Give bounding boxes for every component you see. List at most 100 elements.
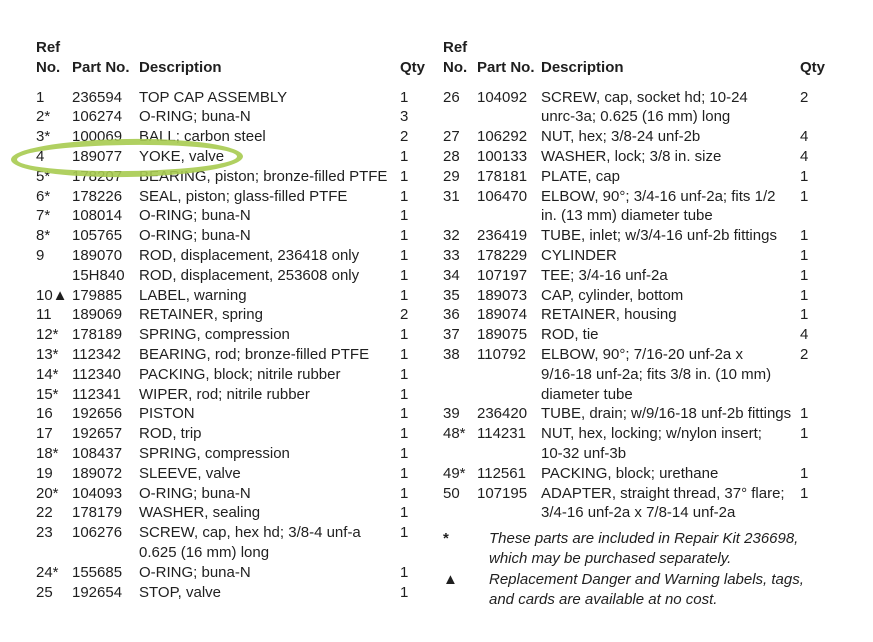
header-qty: Qty bbox=[400, 58, 426, 76]
ref-no-cell: 3* bbox=[36, 128, 51, 146]
table-row: 15H840 ROD, displacement, 253608 only 1 bbox=[36, 266, 428, 286]
footnote-text: These parts are included in Repair Kit 2… bbox=[489, 530, 799, 568]
description-cell: ROD, displacement, 253608 only bbox=[139, 266, 360, 284]
ref-no-cell: 39 bbox=[443, 405, 460, 423]
ref-no-cell: 18* bbox=[36, 444, 59, 462]
ref-no-cell: 17 bbox=[36, 425, 53, 443]
table-row: 14* 112340 PACKING, block; nitrile rubbe… bbox=[36, 365, 428, 385]
qty-cell: 2 bbox=[400, 306, 409, 324]
ref-no-cell: 7* bbox=[36, 207, 51, 225]
description-cell: RETAINER, housing bbox=[541, 306, 677, 324]
qty-cell: 1 bbox=[400, 425, 409, 443]
table-row: 29 178181 PLATE, cap 1 bbox=[443, 167, 828, 187]
ref-no-cell bbox=[36, 266, 72, 286]
description-cell: RETAINER, spring bbox=[139, 306, 263, 324]
part-no-cell: 192656 bbox=[72, 405, 123, 423]
ref-no-cell: 4 bbox=[36, 147, 45, 165]
ref-no-cell: 14* bbox=[36, 365, 59, 383]
ref-no-cell: 50 bbox=[443, 484, 460, 502]
part-no-cell: 178226 bbox=[72, 187, 123, 205]
header-qty: Qty bbox=[800, 58, 826, 76]
part-no-cell: 106470 bbox=[477, 187, 528, 205]
ref-no-cell: 8* bbox=[36, 227, 51, 245]
qty-cell: 1 bbox=[400, 207, 409, 225]
part-no-cell: 178229 bbox=[477, 246, 528, 264]
qty-cell: 1 bbox=[400, 227, 409, 245]
part-no-cell: 178189 bbox=[72, 326, 123, 344]
ref-no-cell: 33 bbox=[443, 246, 460, 264]
footnote-marker-icon: * bbox=[443, 530, 449, 548]
qty-cell: 1 bbox=[800, 405, 809, 423]
description-cell: TUBE, drain; w/9/16-18 unf-2b fittings bbox=[541, 405, 792, 423]
ref-no-cell: 28 bbox=[443, 147, 460, 165]
part-no-cell: 15H840 bbox=[72, 266, 125, 284]
qty-cell: 3 bbox=[400, 108, 409, 126]
description-cell: WIPER, rod; nitrile rubber bbox=[139, 385, 310, 403]
description-cell: SPRING, compression bbox=[139, 444, 290, 462]
description-cell: WASHER, sealing bbox=[139, 504, 261, 522]
part-no-cell: 114231 bbox=[477, 425, 526, 443]
part-no-cell: 106292 bbox=[477, 128, 528, 146]
table-row: 7* 108014 O-RING; buna-N 1 bbox=[36, 206, 428, 226]
qty-cell: 2 bbox=[400, 128, 409, 146]
table-row: 3* 100069 BALL; carbon steel 2 bbox=[36, 127, 428, 147]
part-no-cell: 189077 bbox=[72, 147, 123, 165]
table-row: 9 189070 ROD, displacement, 236418 only … bbox=[36, 246, 428, 266]
description-cell: O-RING; buna-N bbox=[139, 108, 251, 126]
description-cell: SEAL, piston; glass-filled PTFE bbox=[139, 187, 348, 205]
footnote-text: Replacement Danger and Warning labels, t… bbox=[489, 570, 804, 609]
ref-no-cell: 19 bbox=[36, 464, 53, 482]
qty-cell: 1 bbox=[800, 464, 809, 482]
table-row: 6* 178226 SEAL, piston; glass-filled PTF… bbox=[36, 187, 428, 207]
qty-cell: 4 bbox=[800, 128, 809, 146]
table-row: 34 107197 TEE; 3/4-16 unf-2a 1 bbox=[443, 266, 828, 286]
part-no-cell: 178179 bbox=[72, 504, 123, 522]
ref-no-cell: 27 bbox=[443, 128, 460, 146]
qty-cell: 1 bbox=[400, 504, 409, 522]
ref-no-cell: 34 bbox=[443, 266, 460, 284]
description-cell: SPRING, compression bbox=[139, 326, 290, 344]
description-cell: PACKING, block; nitrile rubber bbox=[139, 365, 341, 383]
ref-no-cell: 49* bbox=[443, 464, 466, 482]
ref-no-cell: 26 bbox=[443, 88, 460, 106]
part-no-cell: 189070 bbox=[72, 246, 123, 264]
qty-cell: 2 bbox=[800, 345, 809, 363]
table-row: 37 189075 ROD, tie 4 bbox=[443, 325, 828, 345]
header-ref-line1: Ref bbox=[36, 39, 61, 56]
qty-cell: 1 bbox=[400, 405, 409, 423]
ref-no-cell: 10▲ bbox=[36, 286, 68, 304]
ref-no-cell: 6* bbox=[36, 187, 51, 205]
part-no-cell: 192654 bbox=[72, 583, 123, 601]
table-row: 10▲ 179885 LABEL, warning 1 bbox=[36, 286, 428, 306]
description-cell: BALL; carbon steel bbox=[139, 128, 266, 146]
qty-cell: 1 bbox=[400, 464, 409, 482]
table-row: 38 110792 ELBOW, 90°; 7/16-20 unf-2a x 9… bbox=[443, 345, 828, 404]
description-cell: STOP, valve bbox=[139, 583, 221, 601]
table-row: 22 178179 WASHER, sealing 1 bbox=[36, 503, 428, 523]
description-cell: SCREW, cap, socket hd; 10-24 unrc-3a; 0.… bbox=[541, 88, 748, 126]
table-rows: 26 104092 SCREW, cap, socket hd; 10-24 u… bbox=[443, 88, 828, 524]
parts-table-left: Ref No. Part No. Description Qty 1 23659… bbox=[36, 38, 428, 602]
ref-no-cell: 20* bbox=[36, 484, 59, 502]
qty-cell: 1 bbox=[800, 266, 809, 284]
part-no-cell: 236419 bbox=[477, 227, 528, 245]
table-row: 18* 108437 SPRING, compression 1 bbox=[36, 444, 428, 464]
table-row: 17 192657 ROD, trip 1 bbox=[36, 424, 428, 444]
table-row: 23 106276 SCREW, cap, hex hd; 3/8-4 unf-… bbox=[36, 523, 428, 563]
description-cell: ROD, trip bbox=[139, 425, 202, 443]
header-ref-no: No. bbox=[443, 58, 468, 76]
ref-no-cell: 15* bbox=[36, 385, 59, 403]
part-no-cell: 108014 bbox=[72, 207, 123, 225]
qty-cell: 1 bbox=[400, 444, 409, 462]
description-cell: PACKING, block; urethane bbox=[541, 464, 719, 482]
table-row: 24* 155685 O-RING; buna-N 1 bbox=[36, 563, 428, 583]
table-row: 31 106470 ELBOW, 90°; 3/4-16 unf-2a; fit… bbox=[443, 187, 828, 227]
ref-no-cell: 38 bbox=[443, 345, 460, 363]
part-no-cell: 179885 bbox=[72, 286, 123, 304]
description-cell: SCREW, cap, hex hd; 3/8-4 unf-a 0.625 (1… bbox=[139, 524, 361, 561]
description-cell: BEARING, piston; bronze-filled PTFE bbox=[139, 167, 388, 185]
ref-no-cell: 13* bbox=[36, 345, 59, 363]
qty-cell: 1 bbox=[400, 266, 409, 284]
part-no-cell: 100133 bbox=[477, 147, 528, 165]
table-row: 4 189077 YOKE, valve 1 bbox=[36, 147, 428, 167]
